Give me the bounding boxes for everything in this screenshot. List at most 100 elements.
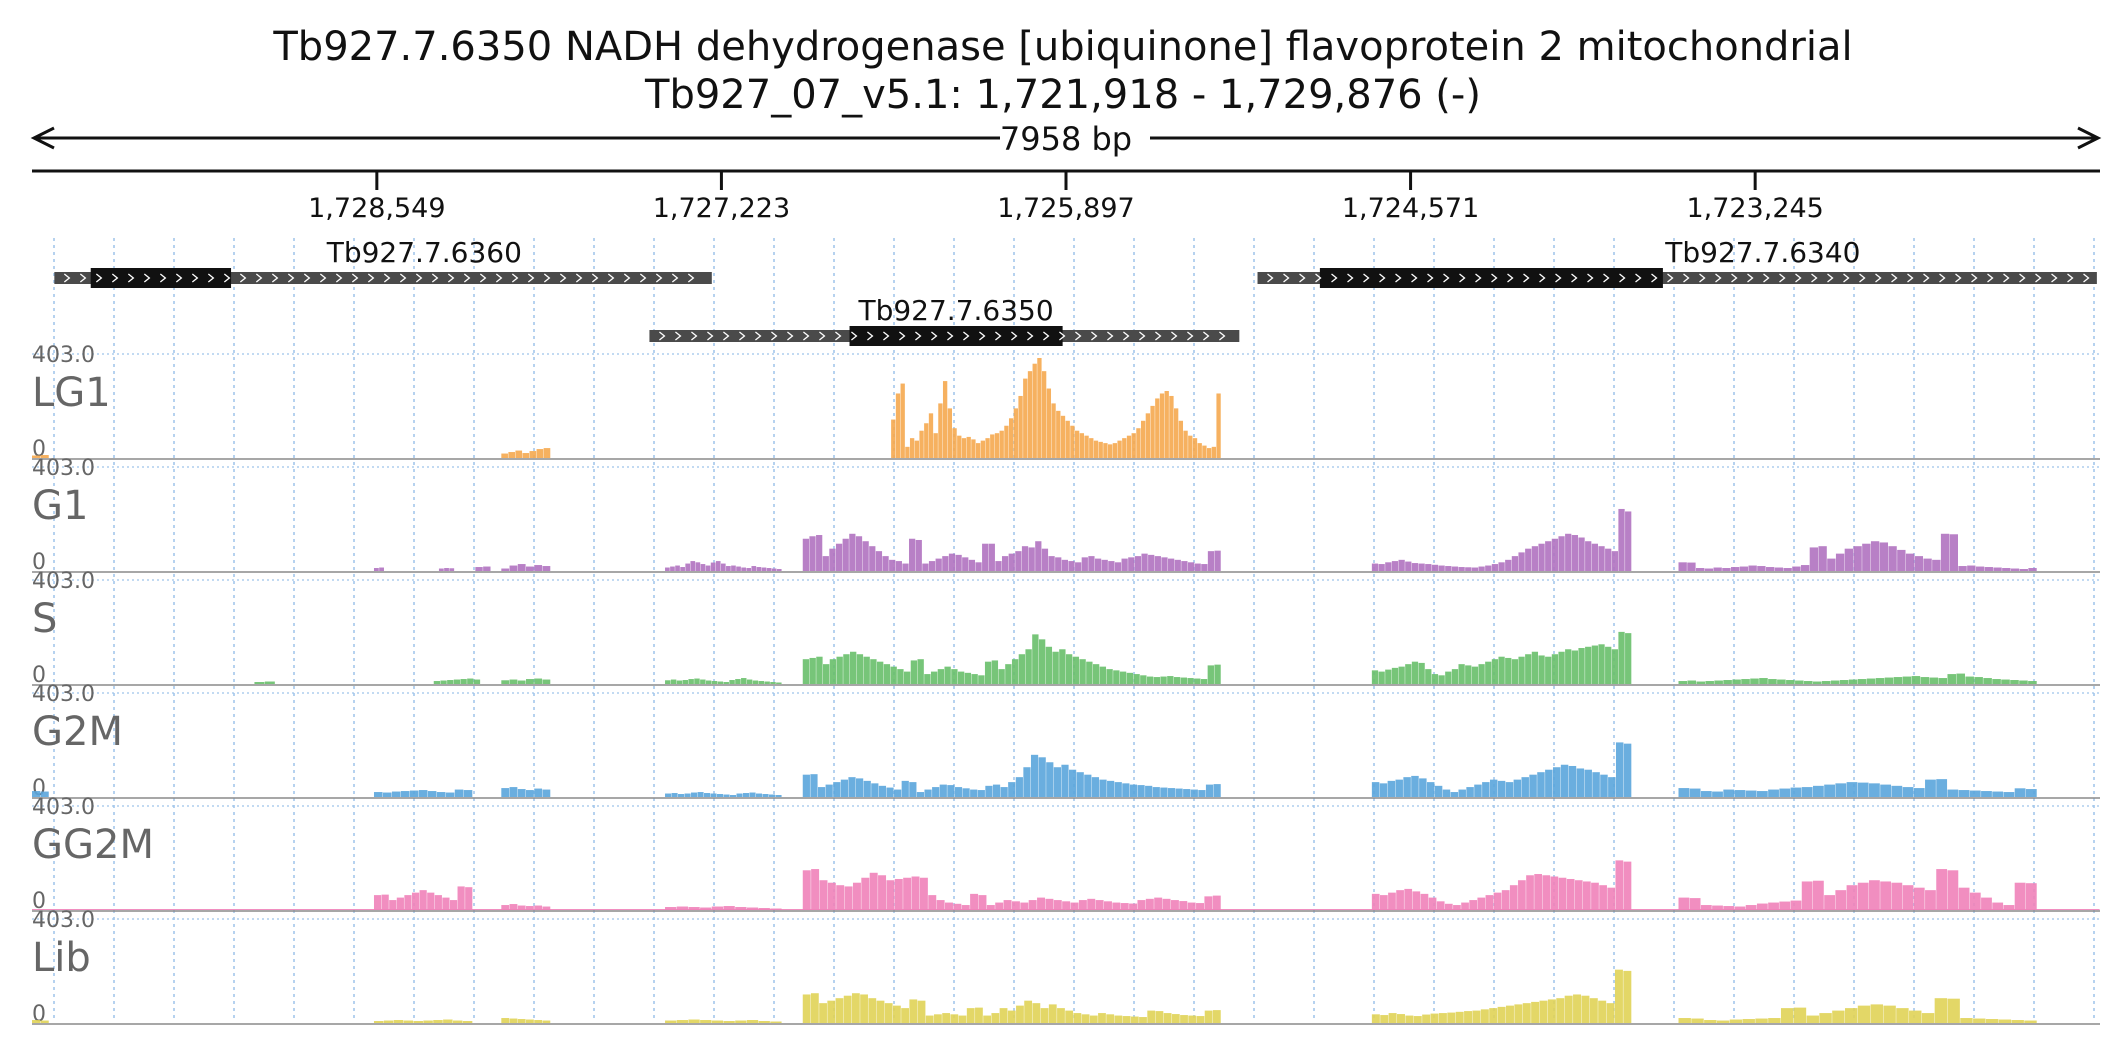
coverage-bar: [1388, 1013, 1397, 1023]
gene-cds: [1319, 268, 1663, 288]
coverage-bar: [878, 785, 887, 797]
coverage-bar: [413, 1021, 423, 1023]
coverage-bar: [1958, 887, 1970, 910]
coverage-bar: [1008, 782, 1016, 797]
coverage-bar: [1387, 780, 1396, 797]
coverage-bar: [994, 433, 1000, 458]
strand-arrow: [1075, 331, 1082, 341]
coverage-bar: [1059, 649, 1066, 684]
strand-arrow: [95, 273, 103, 283]
coverage-bar: [1018, 654, 1026, 684]
coverage-bar: [534, 565, 543, 571]
track-name: S: [32, 596, 57, 642]
coverage-bar: [1704, 568, 1714, 571]
coverage-bar: [863, 656, 870, 684]
strand-arrow: [1667, 273, 1674, 283]
coverage-bar: [1983, 678, 1992, 684]
strand-arrow: [2035, 273, 2042, 283]
coverage-bar: [1925, 779, 1936, 797]
coverage-bar: [1949, 534, 1958, 571]
strand-arrow: [1619, 273, 1626, 283]
coverage-bar: [2028, 681, 2037, 684]
coverage-bar: [764, 681, 770, 684]
coverage-bar: [449, 568, 455, 571]
coverage-bar: [1045, 898, 1054, 910]
coverage-bar: [1975, 566, 1985, 571]
coverage-bar: [1606, 1003, 1615, 1023]
coverage-bar: [1795, 680, 1804, 684]
coverage-bar: [819, 1003, 827, 1023]
coverage-bar: [933, 433, 938, 458]
coverage-bar: [383, 1020, 394, 1023]
coverage-bar: [457, 886, 465, 910]
coverage-bar: [1187, 902, 1196, 910]
coverage-bar: [1076, 772, 1084, 797]
axis-tick-label: 1,725,897: [997, 193, 1134, 224]
coverage-bar: [1556, 998, 1565, 1023]
coverage-bar: [1866, 678, 1876, 684]
coverage-bar: [1591, 543, 1599, 571]
coverage-bar: [715, 561, 721, 571]
coverage-bar: [1870, 541, 1880, 571]
coverage-bar: [1175, 788, 1183, 797]
coverage-bar: [1181, 561, 1188, 571]
strand-arrow: [2083, 273, 2090, 283]
strand-arrow: [463, 273, 471, 283]
coverage-bar: [423, 1020, 433, 1023]
coverage-bar: [688, 679, 694, 684]
coverage-bar: [1028, 900, 1037, 910]
coverage-bar: [1713, 567, 1722, 571]
coverage-bar: [442, 897, 450, 910]
coverage-bar: [1169, 395, 1174, 458]
coverage-bar: [447, 680, 454, 684]
coverage-bar: [1511, 556, 1519, 571]
coverage-bar: [1444, 903, 1453, 910]
gene-cds: [849, 326, 1063, 346]
coverage-bar: [1883, 1005, 1896, 1023]
coverage-bar: [1498, 656, 1505, 684]
coverage-bar: [999, 430, 1004, 458]
coverage-bar: [1178, 420, 1184, 458]
coverage-bar: [1188, 435, 1193, 458]
coverage-bar: [1501, 890, 1510, 910]
coverage-bar: [1558, 536, 1565, 571]
coverage-bar: [444, 568, 449, 571]
coverage-bar: [675, 565, 680, 571]
coverage-bar: [1485, 661, 1492, 684]
coverage-bar: [1405, 1015, 1414, 1023]
coverage-bar: [1505, 559, 1512, 571]
strand-arrow: [1427, 273, 1434, 283]
coverage-bar: [928, 561, 936, 571]
coverage-bar: [691, 792, 698, 797]
coverage-bar: [1140, 675, 1147, 684]
coverage-bar: [1438, 565, 1445, 571]
coverage-bar: [1057, 1008, 1065, 1023]
strand-arrow: [1315, 273, 1322, 283]
coverage-bar: [1583, 881, 1591, 910]
coverage-bar: [1529, 774, 1537, 797]
strand-arrow: [899, 331, 906, 341]
coverage-bar: [1145, 898, 1154, 910]
coverage-bar: [1591, 882, 1599, 910]
coverage-bar: [1066, 909, 2100, 910]
coverage-bar: [1041, 371, 1047, 458]
coverage-bar: [1126, 435, 1132, 458]
coverage-bar: [919, 430, 924, 458]
coverage-bar: [735, 1020, 747, 1023]
coverage-bar: [682, 680, 689, 684]
coverage-bar: [404, 895, 412, 910]
coverage-bar: [509, 1018, 518, 1023]
gene-model: Tb927.7.6360: [54, 236, 712, 288]
coverage-bar: [462, 1021, 473, 1023]
coverage-bar: [1122, 438, 1127, 458]
coverage-bar: [670, 679, 677, 684]
coverage-bar: [1395, 779, 1403, 797]
coverage-bar: [917, 1000, 926, 1023]
coverage-bar: [1911, 676, 1921, 684]
coverage-bar: [1065, 654, 1073, 684]
coverage-bar: [1425, 669, 1432, 684]
coverage-bar: [1016, 1005, 1024, 1023]
coverage-bar: [736, 566, 741, 571]
coverage-bar: [449, 900, 458, 910]
coverage-bar: [802, 774, 810, 797]
